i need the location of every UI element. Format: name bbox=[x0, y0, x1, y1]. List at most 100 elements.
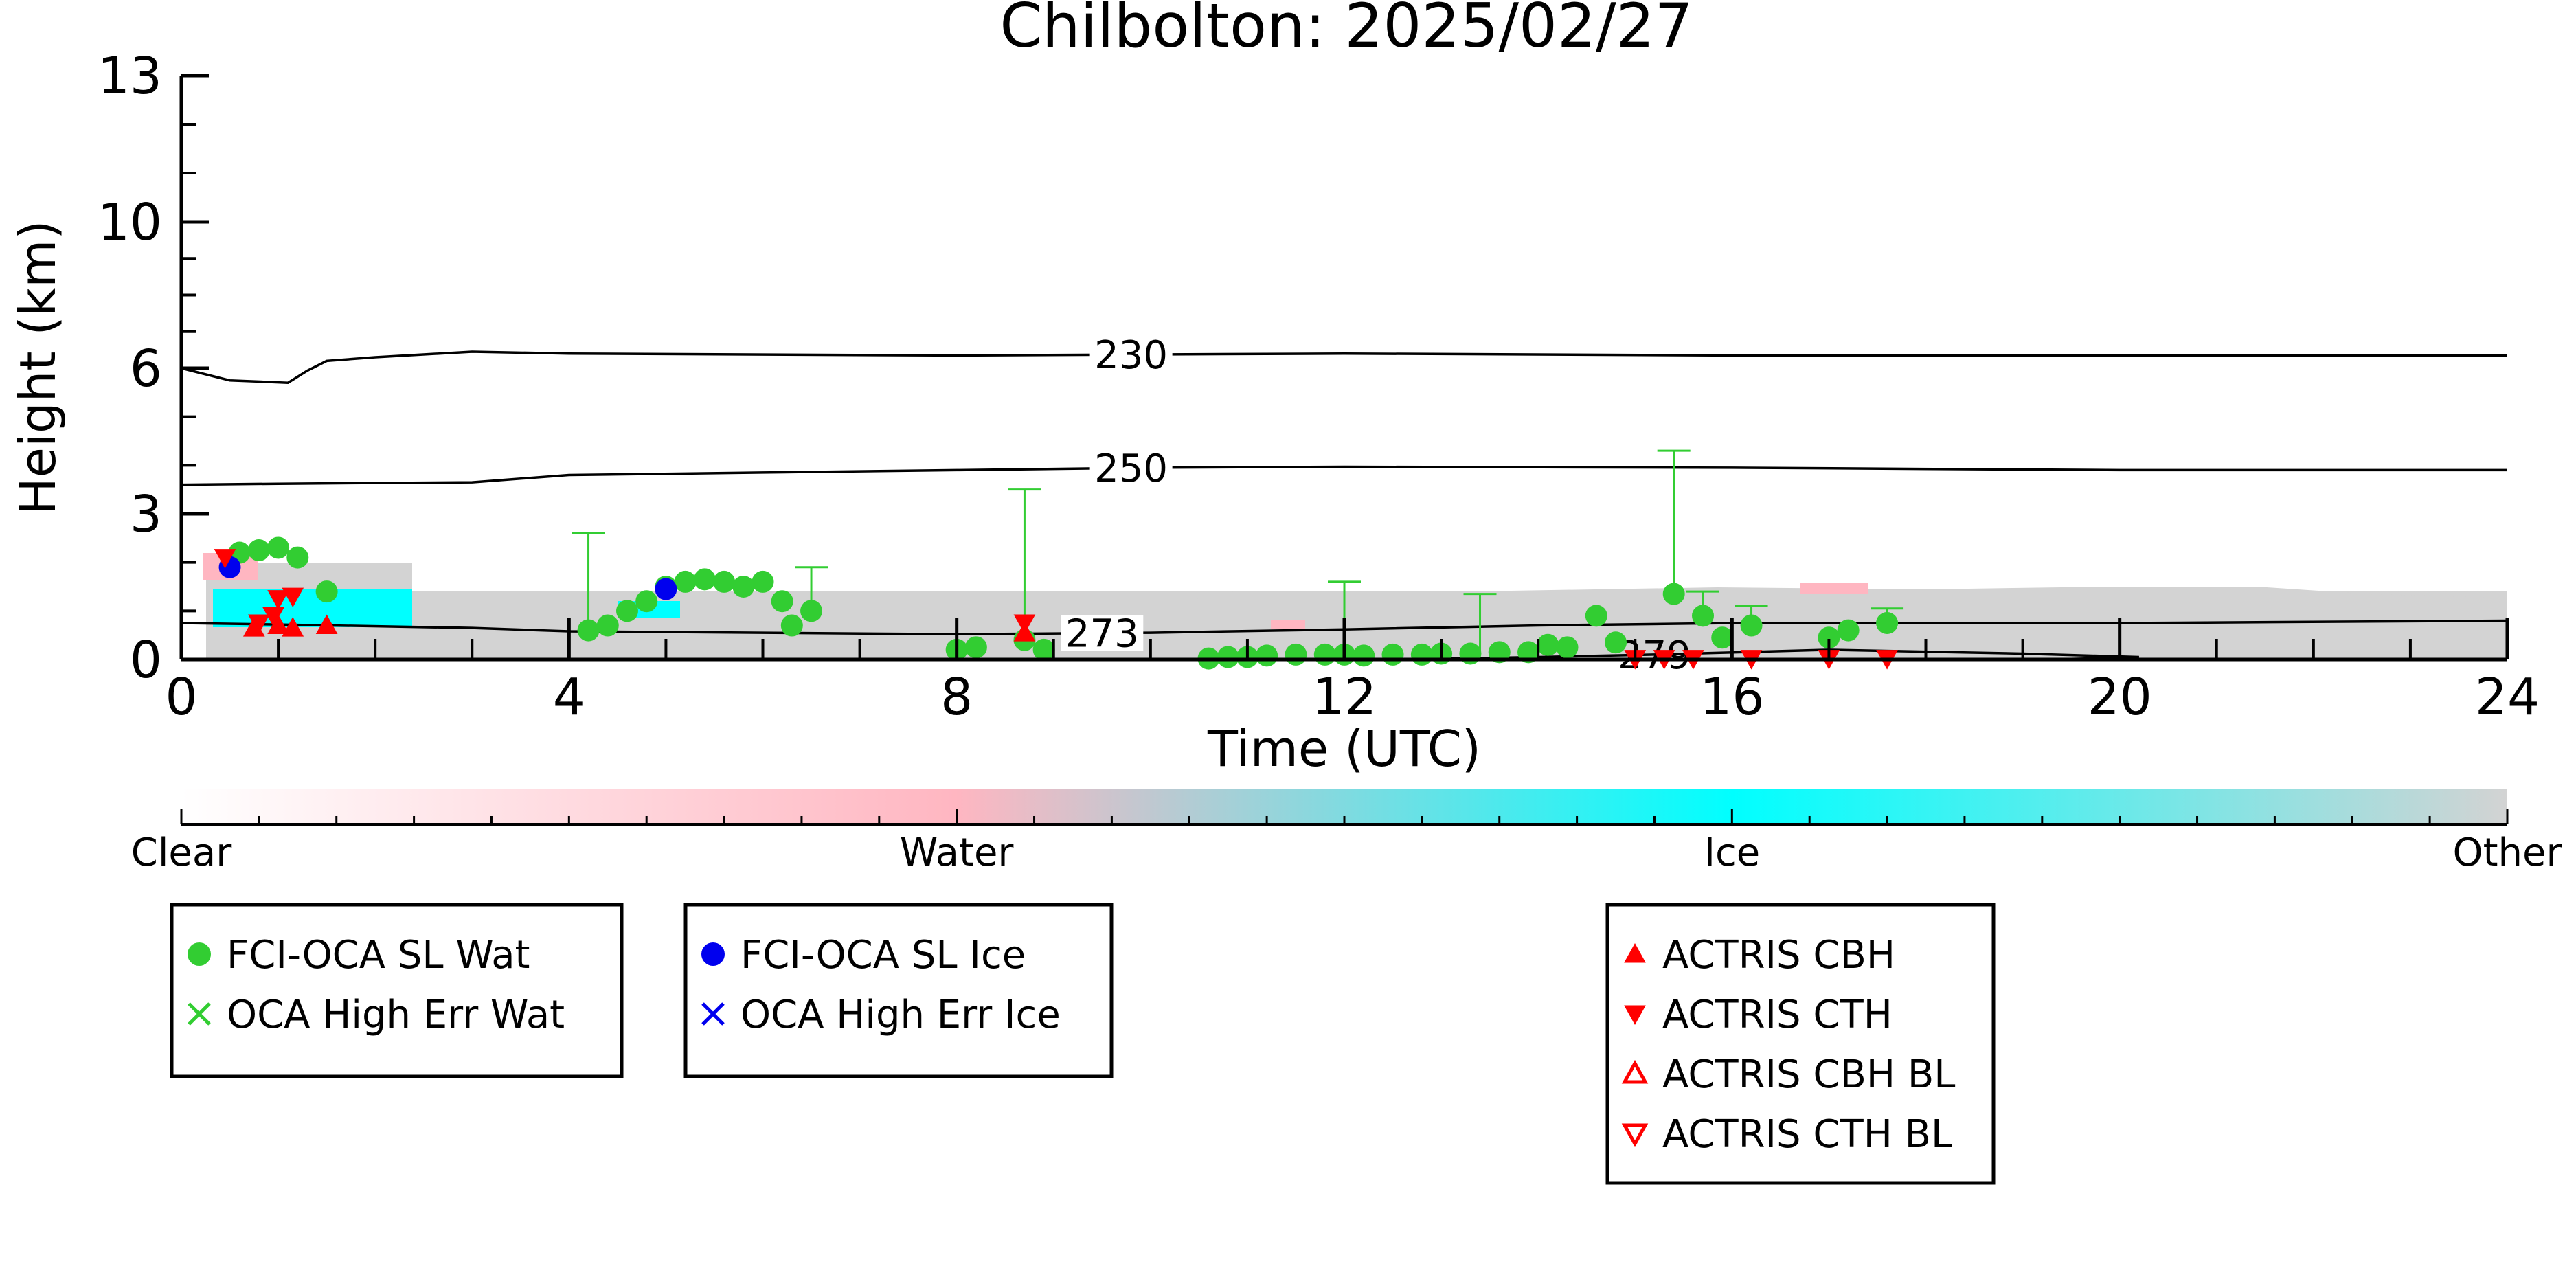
legend-label-oca-high-err-ice: OCA High Err Ice bbox=[741, 993, 1061, 1037]
legend-box-2 bbox=[683, 903, 1114, 1078]
point-fci-oca-sl-wat-39 bbox=[1605, 631, 1627, 654]
point-fci-oca-sl-wat-45 bbox=[1837, 619, 1860, 642]
point-fci-oca-sl-wat-13 bbox=[732, 576, 755, 598]
point-actris-cbh-2 bbox=[282, 617, 304, 637]
point-fci-oca-sl-wat-3 bbox=[286, 546, 309, 569]
x-tick-label-24: 24 bbox=[2475, 668, 2540, 727]
point-fci-oca-sl-wat-6 bbox=[596, 614, 619, 637]
point-actris-cth-5 bbox=[1013, 614, 1036, 635]
point-fci-oca-sl-wat-4 bbox=[315, 580, 338, 603]
legend-box-3 bbox=[1605, 903, 1996, 1185]
y-tick-label-13: 13 bbox=[98, 47, 162, 106]
x-tick-label-0: 0 bbox=[165, 668, 197, 727]
legend-label-oca-high-err-wat: OCA High Err Wat bbox=[227, 993, 565, 1037]
legend-label-actris-cbh-bl: ACTRIS CBH BL bbox=[1662, 1052, 1955, 1097]
point-fci-oca-sl-wat-33 bbox=[1459, 642, 1482, 665]
contour-label-273: 273 bbox=[1065, 612, 1139, 657]
point-fci-oca-sl-wat-7 bbox=[615, 600, 638, 622]
legend-box-1 bbox=[170, 903, 624, 1078]
legend-boxes: FCI-OCA SL Wat OCA High Err Wat FCI-OCA SL… bbox=[170, 903, 1996, 1185]
y-tick-label-3: 3 bbox=[130, 485, 162, 544]
point-fci-oca-sl-wat-15 bbox=[771, 590, 793, 613]
point-fci-oca-sl-wat-8 bbox=[635, 590, 658, 613]
colorbar-label-clear: Clear bbox=[131, 831, 232, 875]
legend-marker-oca-high-err-ice bbox=[701, 1002, 725, 1026]
x-tick-label-4: 4 bbox=[553, 668, 585, 727]
legend-label-actris-cth-bl: ACTRIS CTH BL bbox=[1662, 1112, 1952, 1157]
point-fci-oca-sl-wat-36 bbox=[1537, 633, 1559, 656]
point-fci-oca-sl-wat-30 bbox=[1381, 643, 1404, 666]
point-fci-oca-sl-wat-42 bbox=[1711, 626, 1734, 649]
chart-title: Chilbolton: 2025/02/27 bbox=[999, 0, 1693, 61]
y-axis-ticks: 0 3 6 10 13 bbox=[98, 47, 209, 690]
point-fci-oca-sl-wat-37 bbox=[1556, 636, 1579, 659]
point-fci-oca-sl-wat-29 bbox=[1353, 644, 1375, 667]
point-fci-oca-sl-wat-5 bbox=[577, 619, 600, 642]
y-tick-label-10: 10 bbox=[98, 193, 162, 252]
point-fci-oca-sl-wat-17 bbox=[800, 600, 823, 622]
point-fci-oca-sl-wat-46 bbox=[1876, 612, 1899, 634]
colorbar-label-water: Water bbox=[900, 831, 1015, 875]
point-fci-oca-sl-wat-40 bbox=[1662, 583, 1685, 605]
contour-label-bg-250 bbox=[1089, 450, 1173, 486]
x-tick-label-12: 12 bbox=[1312, 668, 1377, 727]
x-tick-label-16: 16 bbox=[1699, 668, 1764, 727]
point-fci-oca-sl-wat-23 bbox=[1217, 646, 1239, 668]
contour-273 bbox=[181, 619, 2508, 636]
point-actris-cth-0 bbox=[214, 549, 236, 569]
point-fci-oca-sl-wat-35 bbox=[1517, 641, 1540, 664]
contour-label-230: 230 bbox=[1094, 333, 1168, 378]
point-fci-oca-sl-wat-14 bbox=[752, 570, 774, 593]
point-fci-oca-sl-wat-19 bbox=[964, 636, 987, 659]
contour-250 bbox=[181, 465, 2507, 486]
x-axis-ticks: 0 4 8 12 16 20 24 bbox=[165, 618, 2540, 727]
point-fci-oca-sl-wat-12 bbox=[713, 570, 736, 593]
cloud-field-water-small bbox=[1800, 583, 1868, 594]
legend-marker-actris-cbh bbox=[1624, 942, 1646, 963]
point-fci-oca-sl-wat-43 bbox=[1740, 614, 1763, 637]
colorbar-label-ice: Ice bbox=[1704, 831, 1760, 875]
point-actris-cth-1 bbox=[248, 614, 270, 635]
colorbar-labels: Clear Water Ice Other bbox=[131, 831, 2563, 875]
legend-marker-fci-oca-sl-ice bbox=[701, 942, 725, 966]
y-tick-label-6: 6 bbox=[130, 339, 162, 398]
cloud-field bbox=[203, 553, 2507, 659]
point-fci-oca-sl-wat-16 bbox=[780, 614, 803, 637]
x-tick-label-8: 8 bbox=[940, 668, 973, 727]
x-axis-label: Time (UTC) bbox=[1207, 720, 1481, 778]
legend-marker-actris-cth-bl bbox=[1621, 1123, 1649, 1148]
point-fci-oca-sl-wat-34 bbox=[1488, 641, 1511, 664]
point-actris-cbh-3 bbox=[315, 614, 338, 635]
colorbar-ticks bbox=[180, 809, 2509, 824]
point-fci-oca-sl-wat-38 bbox=[1585, 605, 1607, 627]
contour-label-bg-230 bbox=[1089, 337, 1173, 373]
colorbar-label-other: Other bbox=[2452, 831, 2562, 875]
point-fci-oca-sl-wat-1 bbox=[247, 539, 270, 561]
point-fci-oca-sl-wat-11 bbox=[693, 568, 716, 591]
point-actris-cth-4 bbox=[262, 607, 284, 627]
legend-label-actris-cth: ACTRIS CTH bbox=[1662, 993, 1893, 1037]
point-actris-cth-2 bbox=[267, 590, 289, 610]
contour-label-250: 250 bbox=[1094, 447, 1168, 491]
legend-label-actris-cbh: ACTRIS CBH bbox=[1662, 933, 1895, 978]
y-axis-label: Height (km) bbox=[9, 221, 67, 515]
legend-marker-actris-cth bbox=[1624, 1005, 1646, 1026]
y-tick-label-0: 0 bbox=[130, 631, 162, 690]
point-fci-oca-sl-wat-41 bbox=[1692, 605, 1715, 627]
cloud-field-water-patch bbox=[1271, 620, 1305, 629]
point-actris-cth-3 bbox=[282, 587, 304, 608]
point-fci-oca-sl-wat-31 bbox=[1410, 643, 1433, 666]
legend-label-fci-oca-sl-wat: FCI-OCA SL Wat bbox=[227, 933, 530, 978]
point-fci-oca-sl-wat-27 bbox=[1313, 643, 1336, 666]
legend-marker-fci-oca-sl-wat bbox=[188, 942, 211, 966]
point-fci-oca-sl-wat-10 bbox=[674, 570, 697, 593]
contour-label-bg-273 bbox=[1061, 615, 1144, 651]
cloud-field-ice bbox=[213, 589, 412, 627]
point-fci-oca-sl-ice-1 bbox=[655, 578, 677, 600]
point-fci-oca-sl-wat-26 bbox=[1285, 643, 1307, 666]
contour-230 bbox=[181, 350, 2507, 384]
point-fci-oca-sl-wat-21 bbox=[1032, 638, 1055, 661]
legend-marker-actris-cbh-bl bbox=[1621, 1059, 1649, 1084]
